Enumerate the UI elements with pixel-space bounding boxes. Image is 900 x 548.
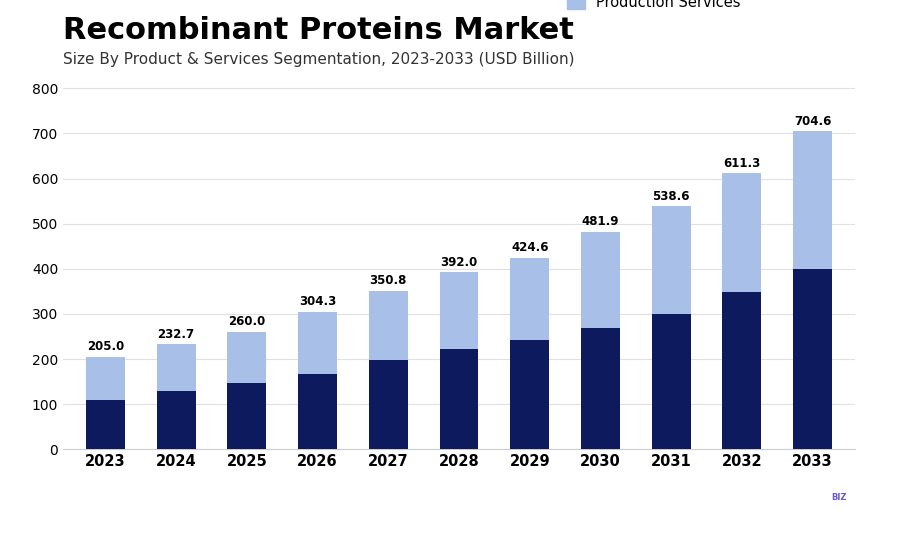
Bar <box>228 383 266 449</box>
Bar <box>439 272 479 349</box>
Bar <box>723 174 761 292</box>
Text: 232.7: 232.7 <box>158 328 194 341</box>
Bar <box>157 391 195 449</box>
Bar <box>86 357 125 399</box>
Text: BIZ: BIZ <box>832 493 847 502</box>
Text: 13.5%: 13.5% <box>166 495 273 524</box>
Bar <box>581 328 620 449</box>
Text: 304.3: 304.3 <box>299 295 337 309</box>
Bar <box>86 399 125 449</box>
Text: 350.8: 350.8 <box>370 275 407 288</box>
Bar <box>228 332 266 383</box>
Bar <box>510 340 549 449</box>
Bar <box>439 349 479 449</box>
Bar <box>581 232 620 328</box>
Bar <box>723 292 761 449</box>
Legend: Product Types, Production Services: Product Types, Production Services <box>562 0 747 15</box>
Text: $704.6 B: $704.6 B <box>468 495 620 524</box>
Bar <box>793 132 832 269</box>
Bar <box>369 360 408 449</box>
Text: 424.6: 424.6 <box>511 241 548 254</box>
Bar <box>510 258 549 340</box>
Text: 481.9: 481.9 <box>581 215 619 229</box>
Bar <box>369 291 408 360</box>
Text: The Market will Grow
At the CAGR of:: The Market will Grow At the CAGR of: <box>27 492 186 522</box>
Text: 538.6: 538.6 <box>652 190 690 203</box>
Text: Recombinant Proteins Market: Recombinant Proteins Market <box>63 16 574 45</box>
Text: 260.0: 260.0 <box>229 316 266 328</box>
Bar <box>298 312 337 374</box>
Text: 611.3: 611.3 <box>724 157 760 170</box>
Text: The forecasted market
size for 2033 in USD: The forecasted market size for 2033 in U… <box>297 492 467 522</box>
Text: Size By Product & Services Segmentation, 2023-2033 (USD Billion): Size By Product & Services Segmentation,… <box>63 52 574 67</box>
Text: 205.0: 205.0 <box>86 340 124 353</box>
Text: 392.0: 392.0 <box>440 256 478 269</box>
Bar <box>652 206 690 314</box>
Text: 704.6: 704.6 <box>794 115 832 128</box>
Bar <box>157 344 195 391</box>
Text: WIDE RANGE OF GLOBAL MARKET REPORTS: WIDE RANGE OF GLOBAL MARKET REPORTS <box>684 521 880 530</box>
Text: ✓: ✓ <box>662 495 685 523</box>
Text: MarketResearch: MarketResearch <box>684 495 824 510</box>
Bar <box>652 314 690 449</box>
Bar <box>298 374 337 449</box>
Bar <box>793 269 832 449</box>
